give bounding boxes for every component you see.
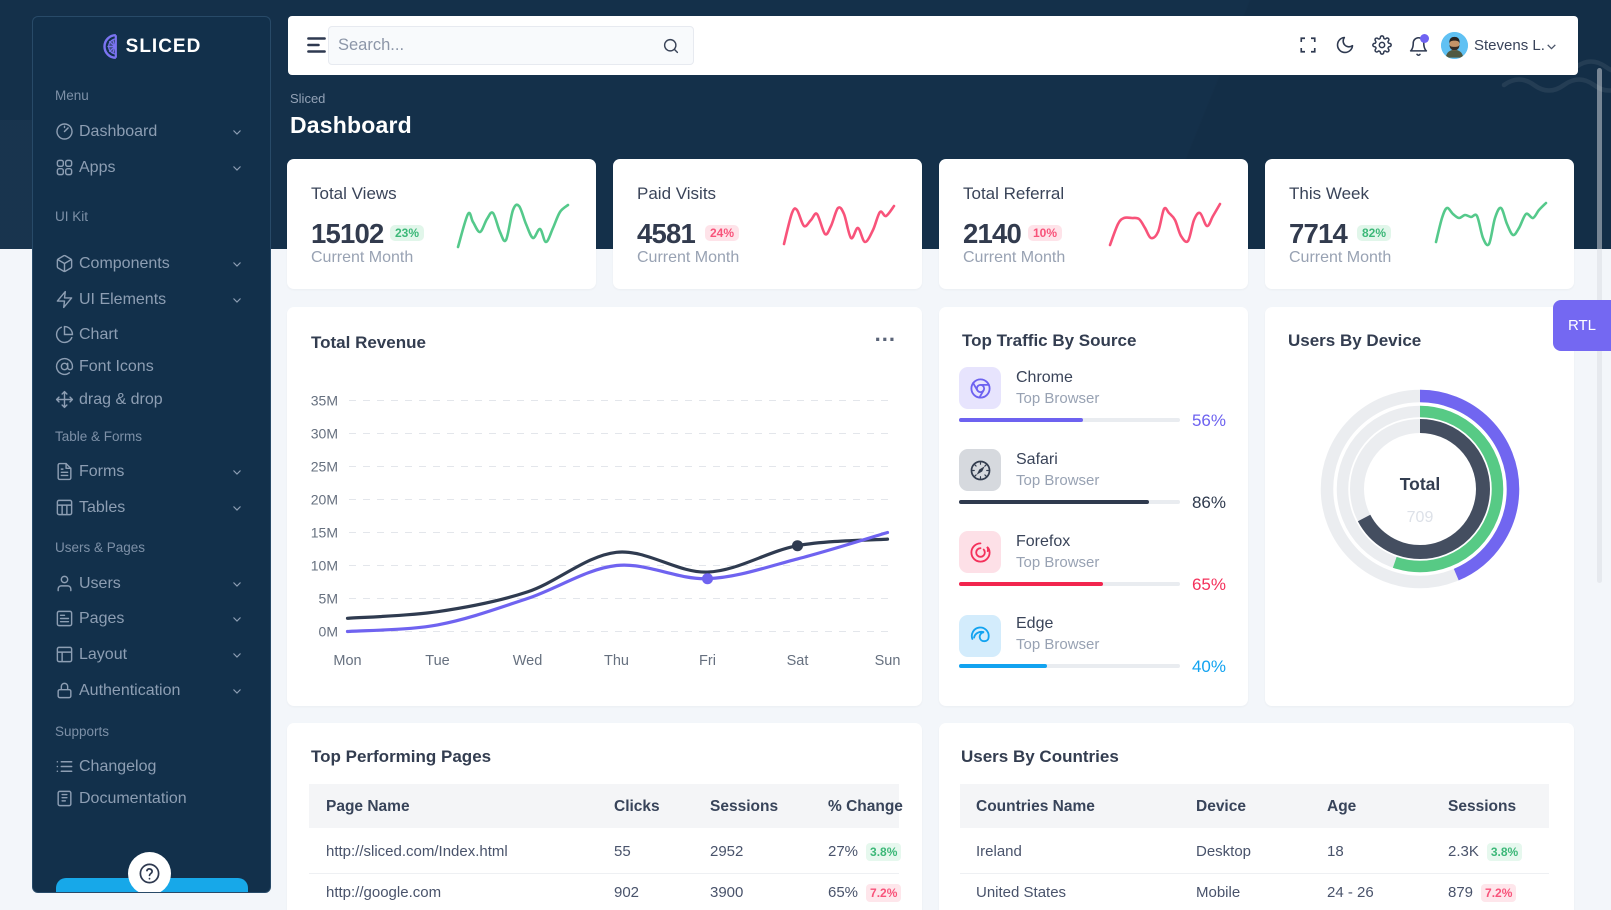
svg-text:30M: 30M [311,426,338,442]
svg-text:0M: 0M [319,624,338,640]
svg-text:Sun: Sun [875,653,901,669]
svg-text:20M: 20M [311,492,338,508]
svg-text:Fri: Fri [699,653,716,669]
svg-text:Sat: Sat [787,653,809,669]
svg-text:Tue: Tue [425,653,449,669]
svg-text:35M: 35M [311,393,338,409]
svg-text:Total: Total [1400,474,1441,494]
svg-text:25M: 25M [311,459,338,475]
svg-text:Wed: Wed [513,653,543,669]
svg-text:15M: 15M [311,525,338,541]
svg-text:709: 709 [1407,509,1434,526]
svg-text:10M: 10M [311,558,338,574]
svg-text:5M: 5M [319,591,338,607]
svg-text:Thu: Thu [604,653,629,669]
svg-text:Mon: Mon [333,653,361,669]
